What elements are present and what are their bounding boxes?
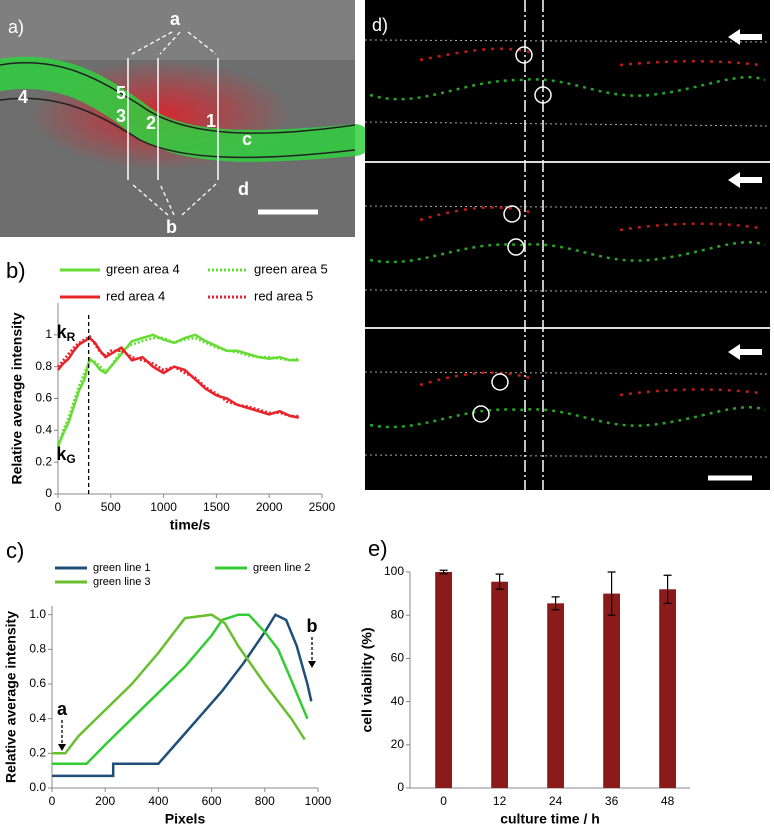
image-label: b bbox=[166, 217, 177, 237]
y-tick-label: 0.2 bbox=[29, 746, 46, 760]
y-tick-label: 0.4 bbox=[29, 711, 46, 725]
panel-label: a) bbox=[8, 17, 24, 37]
image-label: d bbox=[238, 179, 249, 199]
x-tick-label: 400 bbox=[148, 794, 168, 808]
x-tick-label: 0 bbox=[440, 794, 447, 808]
image-label: 1 bbox=[206, 111, 216, 131]
annotation: kR bbox=[57, 322, 76, 344]
x-axis-label: time/s bbox=[170, 517, 211, 533]
y-tick-label: 0.4 bbox=[35, 423, 52, 437]
legend-label: green area 4 bbox=[106, 261, 180, 276]
arrow-head bbox=[308, 661, 316, 668]
x-tick-label: 48 bbox=[661, 794, 675, 808]
legend-label: red area 4 bbox=[106, 288, 165, 303]
line bbox=[56, 333, 299, 447]
y-tick-label: 0.6 bbox=[29, 676, 46, 690]
y-axis-label: cell viability (%) bbox=[359, 627, 375, 732]
annotation-sub: R bbox=[67, 330, 76, 344]
legend-label: green line 2 bbox=[253, 562, 311, 574]
x-axis-label: Pixels bbox=[165, 811, 206, 827]
error-bar bbox=[663, 574, 672, 604]
y-tick-label: 0 bbox=[45, 486, 52, 500]
x-tick-label: 1000 bbox=[305, 794, 332, 808]
annotation-text: k bbox=[56, 444, 67, 464]
line bbox=[52, 613, 306, 755]
y-tick-label: 0.8 bbox=[35, 359, 52, 373]
y-tick-label: 40 bbox=[391, 694, 405, 708]
x-tick-label: 2000 bbox=[256, 500, 283, 514]
panel-label: e) bbox=[368, 536, 388, 561]
annotation-text: b bbox=[307, 616, 318, 636]
line bbox=[57, 334, 299, 418]
annotation: kG bbox=[56, 444, 75, 466]
x-tick-label: 200 bbox=[95, 794, 115, 808]
bar bbox=[659, 589, 676, 788]
x-tick-label: 0 bbox=[55, 500, 62, 514]
line bbox=[52, 613, 309, 765]
y-tick-label: 100 bbox=[384, 564, 404, 578]
x-tick-label: 12 bbox=[493, 794, 507, 808]
bar bbox=[435, 572, 452, 788]
x-tick-label: 24 bbox=[549, 794, 563, 808]
legend-label: green area 5 bbox=[254, 261, 328, 276]
y-axis-label: Relative average intensity bbox=[3, 611, 19, 783]
y-axis-label: Relative average intensity bbox=[9, 312, 25, 484]
y-tick-label: 1 bbox=[45, 327, 52, 341]
error-bar bbox=[607, 571, 616, 616]
y-tick-label: 0 bbox=[397, 780, 404, 794]
image-label: a bbox=[170, 9, 181, 29]
y-tick-label: 60 bbox=[391, 651, 405, 665]
arrow-head bbox=[58, 744, 66, 751]
panel-label: d) bbox=[372, 15, 388, 35]
x-tick-label: 500 bbox=[101, 500, 121, 514]
x-tick-label: 1500 bbox=[203, 500, 230, 514]
x-tick-label: 800 bbox=[255, 794, 275, 808]
y-tick-label: 80 bbox=[391, 607, 405, 621]
annotation: a bbox=[57, 699, 68, 719]
bar bbox=[491, 581, 508, 788]
image-label: 4 bbox=[18, 87, 28, 107]
image-label: 5 bbox=[116, 83, 126, 103]
x-tick-label: 1000 bbox=[150, 500, 177, 514]
legend-label: red area 5 bbox=[254, 288, 313, 303]
bar bbox=[547, 603, 564, 788]
x-tick-label: 0 bbox=[49, 794, 56, 808]
y-tick-label: 0.6 bbox=[35, 391, 52, 405]
x-axis-label: culture time / h bbox=[500, 811, 600, 827]
bar bbox=[603, 593, 620, 788]
panel-label: b) bbox=[6, 258, 26, 283]
image-label: 2 bbox=[146, 113, 156, 133]
x-tick-label: 36 bbox=[605, 794, 619, 808]
annotation-text: a bbox=[57, 699, 68, 719]
error-bar bbox=[439, 569, 448, 575]
y-tick-label: 0.8 bbox=[29, 642, 46, 656]
y-tick-label: 0.2 bbox=[35, 454, 52, 468]
x-tick-label: 2500 bbox=[309, 500, 336, 514]
line bbox=[57, 336, 300, 419]
y-tick-label: 0.0 bbox=[29, 780, 46, 794]
error-bar bbox=[495, 573, 504, 590]
image-label: c bbox=[242, 129, 252, 149]
error-bar bbox=[551, 596, 560, 611]
line bbox=[56, 336, 300, 447]
image-label: 3 bbox=[116, 106, 126, 126]
line bbox=[52, 613, 313, 778]
annotation-text: k bbox=[57, 322, 68, 342]
annotation-sub: G bbox=[66, 452, 75, 466]
legend-label: green line 3 bbox=[93, 576, 151, 588]
panel-label: c) bbox=[6, 538, 24, 563]
annotation: b bbox=[307, 616, 318, 636]
x-tick-label: 600 bbox=[202, 794, 222, 808]
y-tick-label: 20 bbox=[391, 737, 405, 751]
panel-a-image bbox=[0, 0, 371, 237]
panel-d-image bbox=[364, 0, 771, 490]
legend-label: green line 1 bbox=[93, 562, 151, 574]
y-tick-label: 1.0 bbox=[29, 607, 46, 621]
